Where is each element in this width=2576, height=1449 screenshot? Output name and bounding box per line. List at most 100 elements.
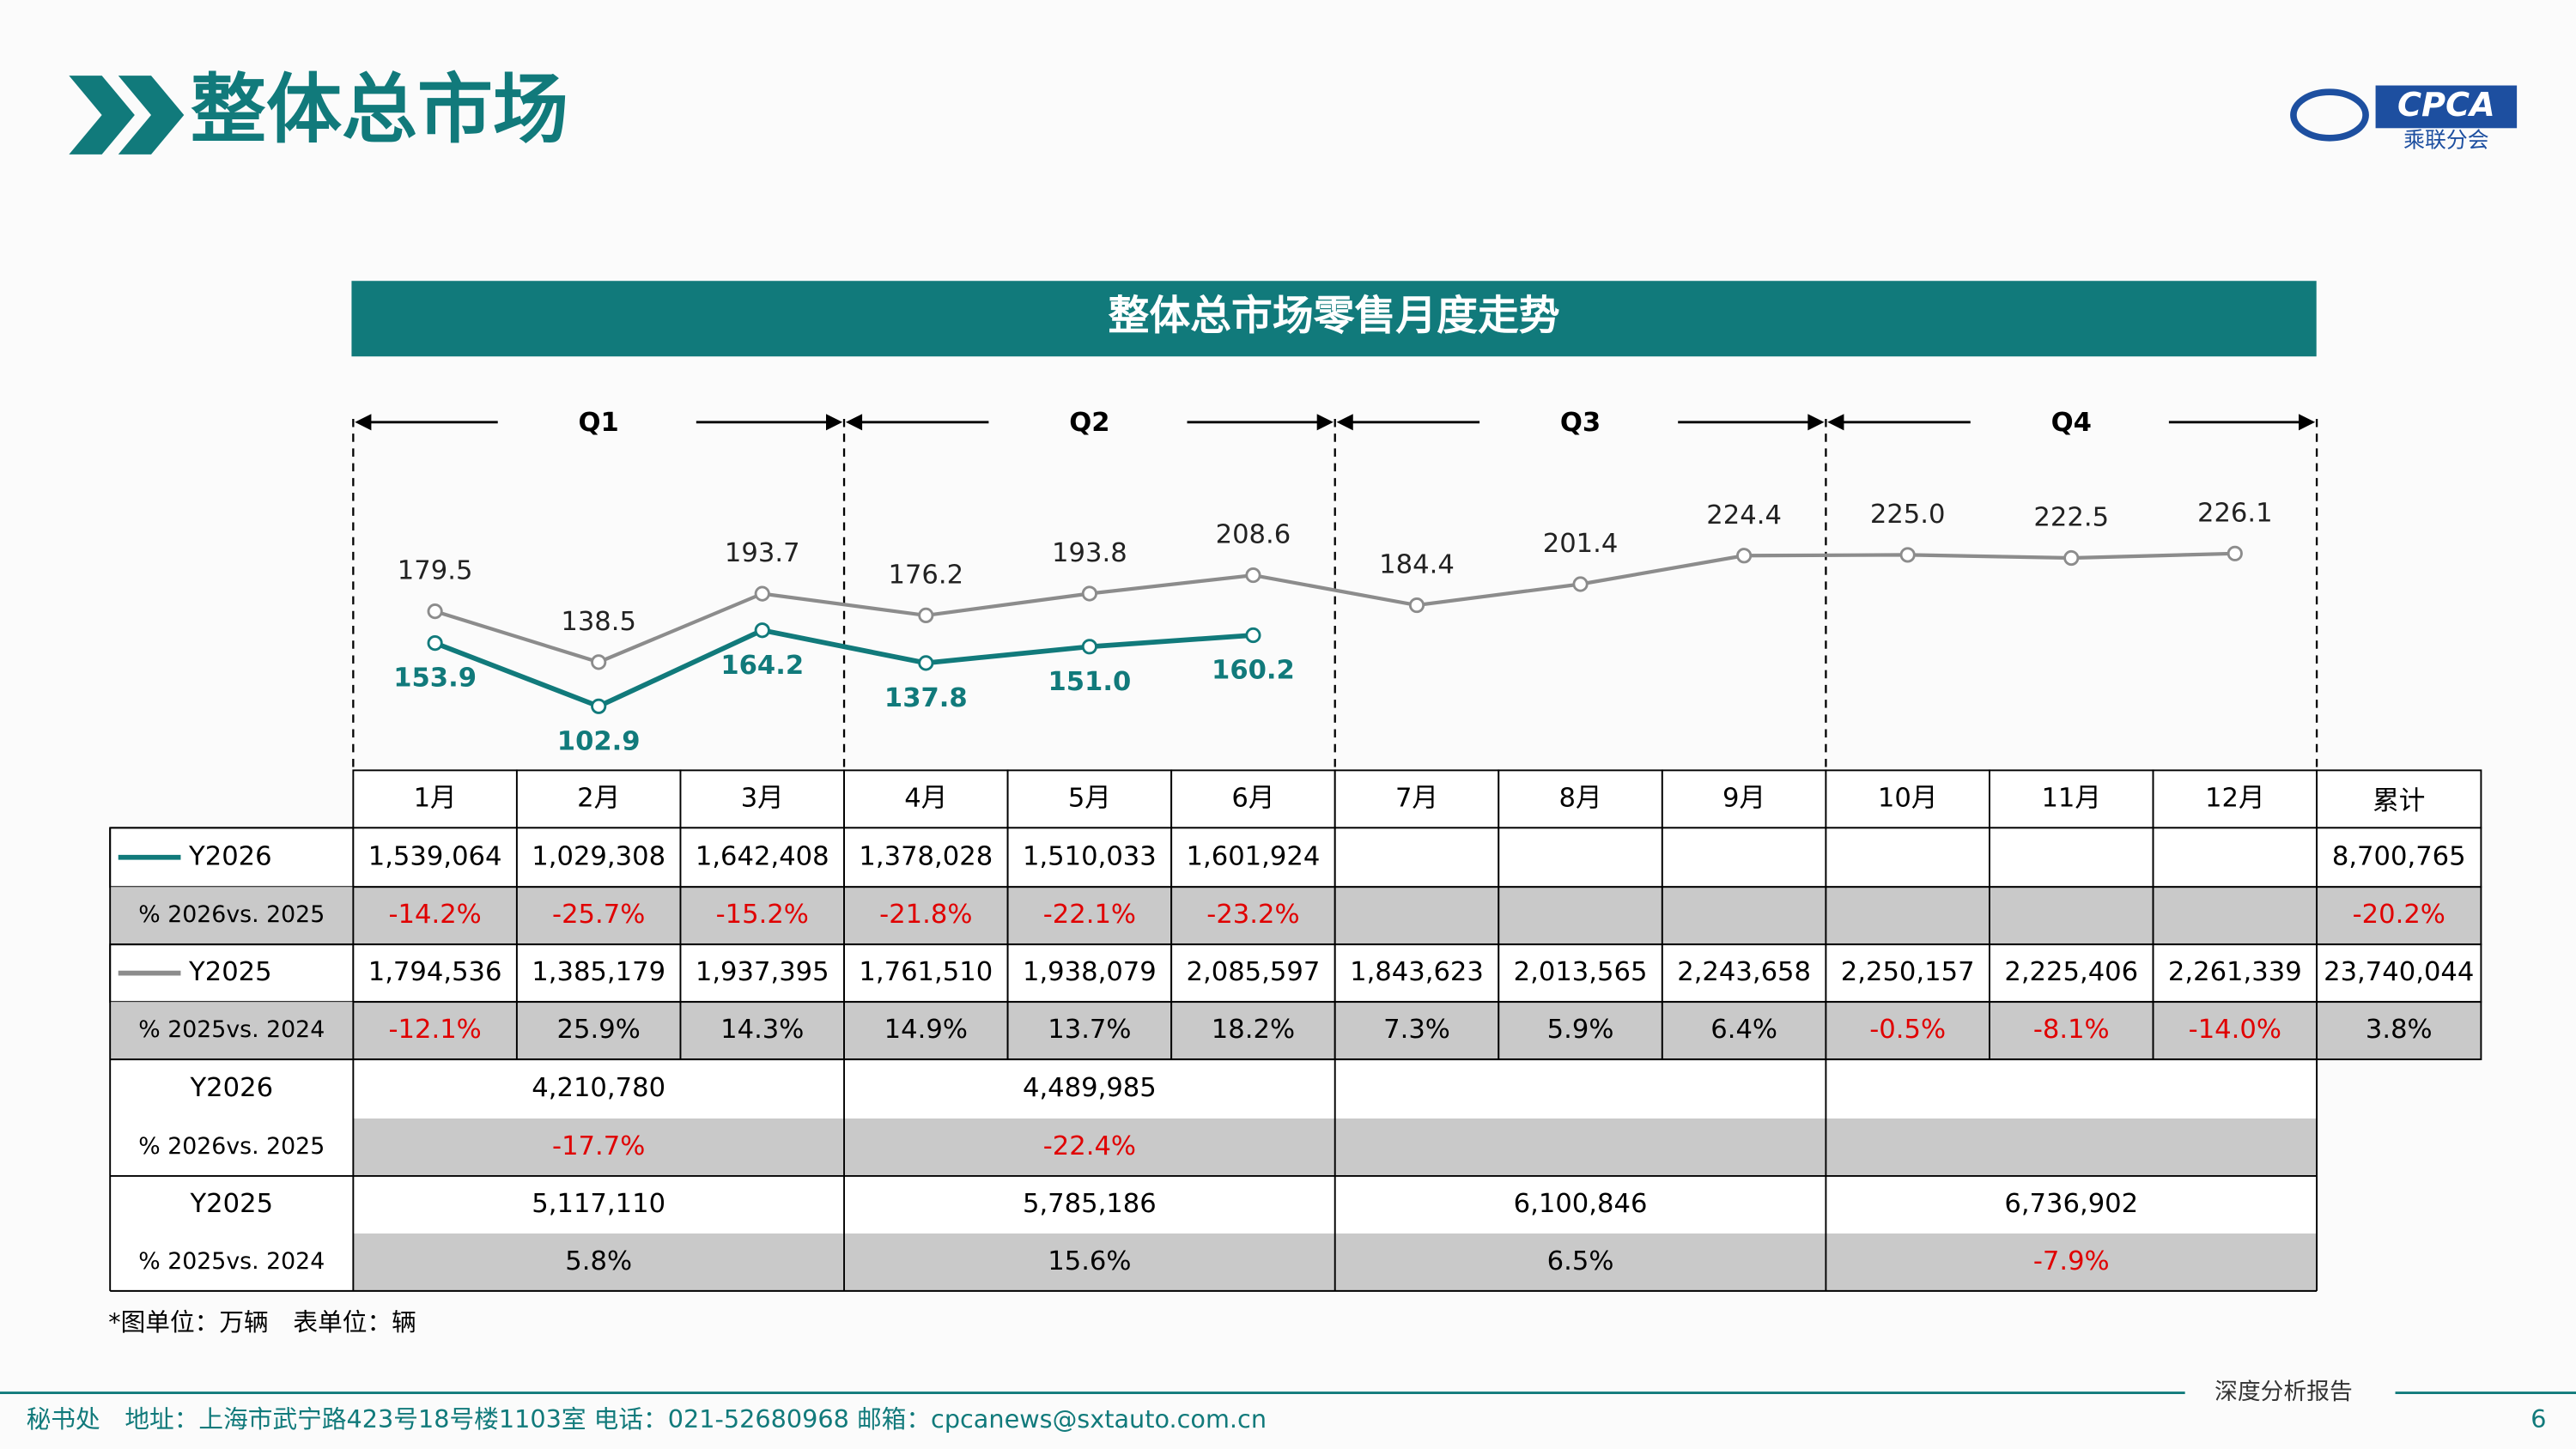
table-text: -15.2% (716, 900, 809, 930)
row-label: Y2025 (189, 1189, 273, 1219)
table-cell (1825, 827, 1990, 888)
table-cell (352, 943, 518, 1003)
table-cell (1498, 886, 1663, 946)
data-label: 184.4 (1379, 550, 1455, 580)
table-cell (1334, 1059, 1826, 1119)
table-cell (844, 1059, 1335, 1119)
table-cell (1826, 1175, 2318, 1234)
point (1736, 548, 1753, 564)
data-label: 137.8 (884, 683, 968, 713)
table-text: 1,843,623 (1350, 957, 1484, 987)
table-cell (1334, 769, 1500, 829)
table-cell (515, 943, 682, 1003)
table-text: 1,378,028 (859, 841, 993, 871)
chart-title: 整体总市场零售月度走势 (1109, 293, 1560, 340)
table-text: -12.1% (388, 1015, 481, 1045)
table-text: 1,385,179 (532, 957, 665, 987)
month-header: 5月 (1068, 783, 1111, 813)
table-text: 1,642,408 (696, 841, 829, 871)
data-label: 226.1 (2197, 498, 2273, 528)
table-cell (679, 1001, 845, 1061)
quarter-label: Q1 (579, 408, 619, 438)
table-text: 7.3% (1383, 1015, 1450, 1045)
logo-subtext: 乘联分会 (2403, 128, 2488, 153)
row-label-cell (110, 1175, 354, 1234)
data-label: 225.0 (1870, 500, 1946, 530)
table-cell (515, 886, 682, 946)
table-cell (844, 1118, 1335, 1176)
point (427, 635, 443, 652)
data-label: 222.5 (2033, 503, 2109, 533)
table-cell (353, 1118, 845, 1176)
table-text: 15.6% (1048, 1246, 1131, 1276)
data-label: 193.8 (1052, 538, 1127, 568)
month-header: 1月 (414, 783, 457, 813)
data-label: 138.5 (561, 607, 636, 637)
table-text: 2,261,339 (2168, 957, 2302, 987)
data-label: 201.4 (1543, 529, 1619, 559)
arrowhead (2299, 414, 2316, 431)
table-cell (1334, 886, 1500, 946)
table-text: -14.0% (2189, 1015, 2281, 1045)
month-header: 4月 (904, 783, 947, 813)
series-line (434, 551, 2235, 664)
table-text: 2,013,565 (1514, 957, 1648, 987)
arrowhead (845, 414, 863, 431)
table-cell (1826, 1118, 2318, 1176)
table-cell (843, 1001, 1009, 1061)
table-cell (1825, 1001, 1990, 1061)
arrowhead (1316, 414, 1334, 431)
point (1408, 597, 1425, 614)
table-text: 1,938,079 (1023, 957, 1157, 987)
table-text: -17.7% (552, 1131, 645, 1161)
table-cell (1334, 1233, 1826, 1291)
arrowhead (355, 414, 372, 431)
table-cell (1334, 827, 1500, 888)
row-label-cell (110, 1002, 354, 1060)
table-cell (1334, 1175, 1826, 1234)
table-cell (1498, 827, 1663, 888)
table-text: 13.7% (1048, 1015, 1131, 1045)
row-label-cell (110, 887, 354, 945)
logo-mark (2290, 88, 2369, 142)
table-cell (2316, 769, 2482, 829)
table-text: 1,029,308 (532, 841, 665, 871)
table-cell (844, 1175, 1335, 1234)
point (918, 655, 934, 671)
table-text: 5,117,110 (532, 1189, 665, 1219)
table-cell (1825, 886, 1990, 946)
footnote: *图单位：万辆 表单位：辆 (108, 1307, 416, 1337)
data-label: 224.4 (1706, 500, 1782, 530)
data-label: 153.9 (393, 664, 477, 694)
row-label: % 2026vs. 2025 (138, 1133, 325, 1160)
table-text: 23,740,044 (2324, 957, 2474, 987)
month-header: 6月 (1231, 783, 1274, 813)
table-text: 1,510,033 (1023, 841, 1157, 871)
row-label: % 2025vs. 2024 (138, 1248, 325, 1275)
table-text: 1,937,395 (696, 957, 829, 987)
point (1245, 627, 1261, 644)
point (754, 622, 770, 639)
table-cell (1825, 769, 1990, 829)
row-label: % 2026vs. 2025 (138, 901, 325, 928)
point (1572, 576, 1589, 592)
table-text: 6,736,902 (2004, 1189, 2138, 1219)
chart-title-bar (351, 281, 2317, 357)
table-cell (1661, 827, 1827, 888)
table-cell (353, 1059, 845, 1119)
table-text: 4,489,985 (1023, 1073, 1157, 1103)
table-text: -20.2% (2353, 900, 2445, 930)
row-label-cell (110, 1118, 354, 1176)
point (2227, 545, 2243, 561)
table-text: 1,601,924 (1187, 841, 1321, 871)
legend-label: Y2026 (188, 841, 272, 871)
table-cell (1334, 1118, 1826, 1176)
table-cell (679, 827, 845, 888)
table-cell (1498, 769, 1663, 829)
table-cell (1989, 943, 2154, 1003)
quarter-label: Q3 (1560, 408, 1601, 438)
table-text: 2,225,406 (2004, 957, 2138, 987)
table-cell (2152, 827, 2318, 888)
table-text: 6.4% (1710, 1015, 1777, 1045)
